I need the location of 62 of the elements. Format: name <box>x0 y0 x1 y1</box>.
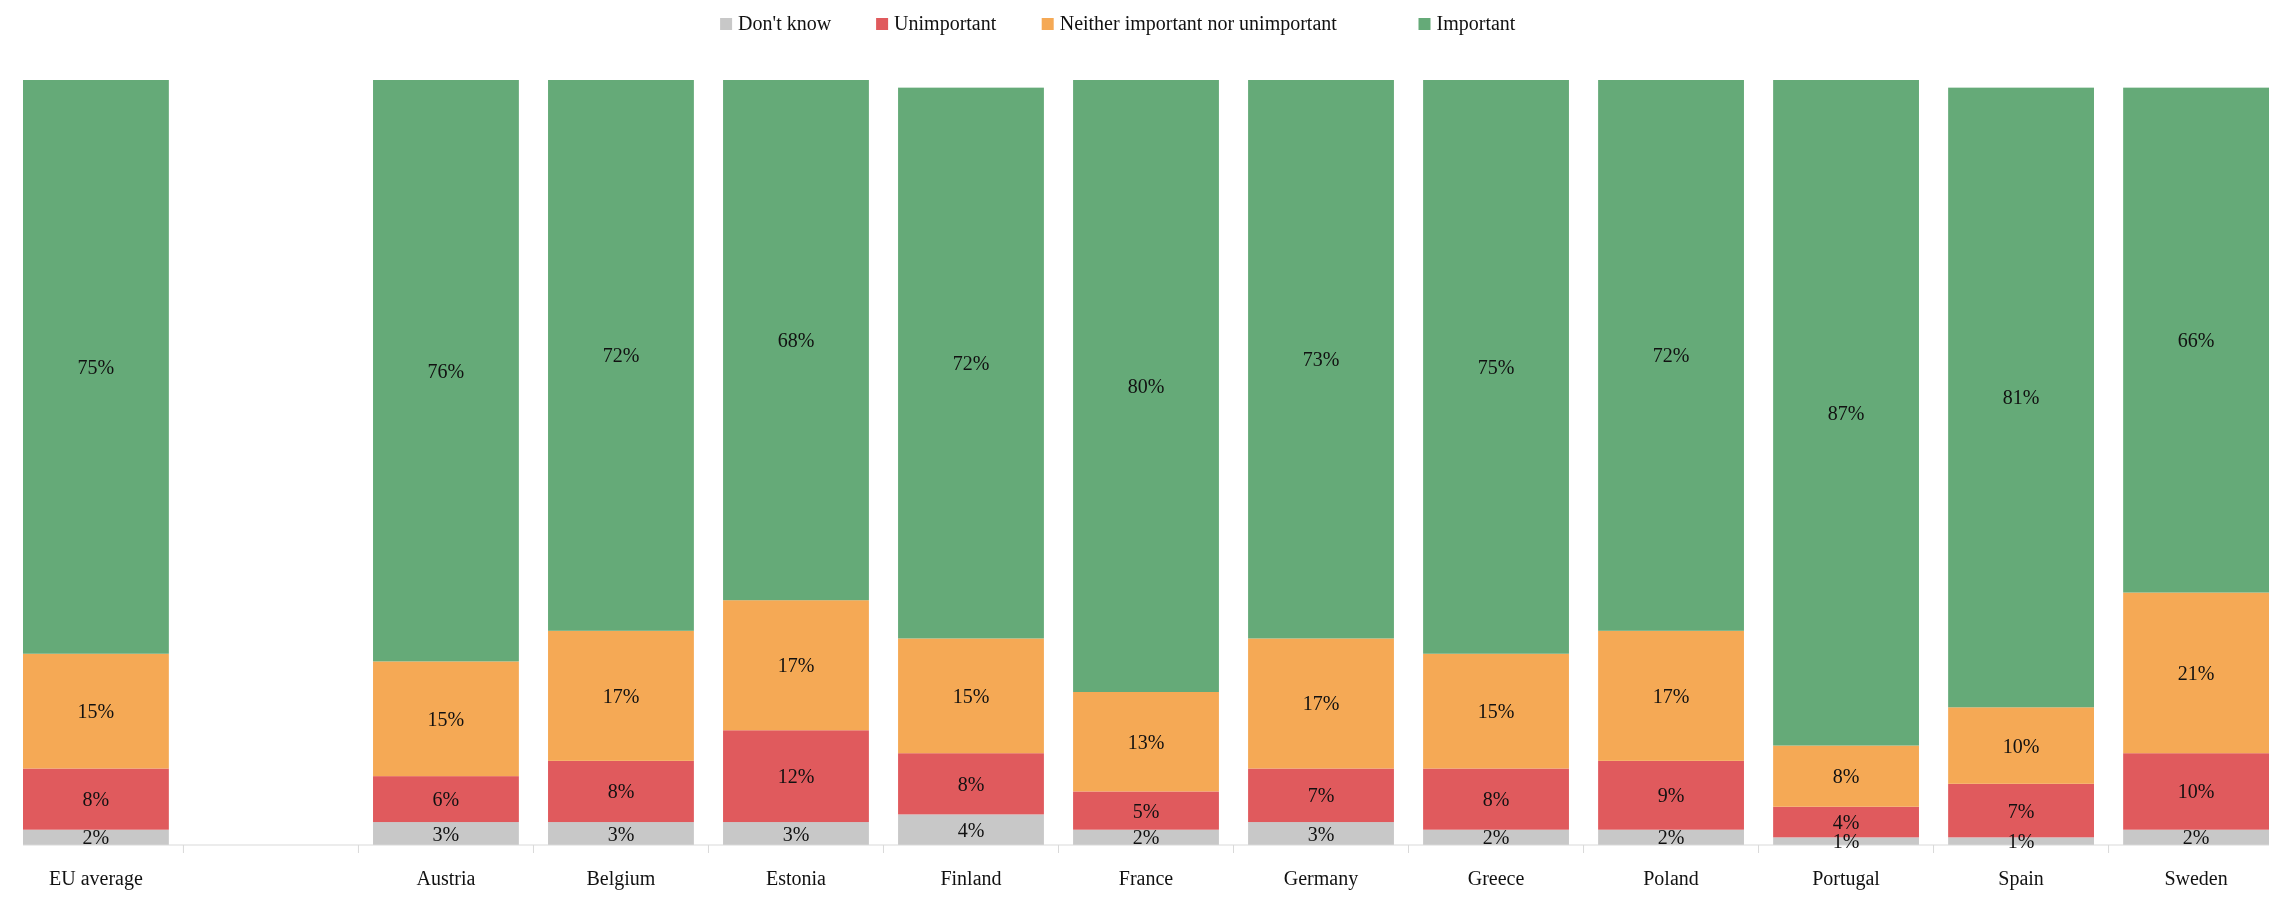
x-tick-label: France <box>1118 867 1174 889</box>
data-label: 12% <box>777 765 815 788</box>
data-label: 81% <box>2002 386 2040 409</box>
data-label: 13% <box>1127 730 1165 753</box>
data-label: 3% <box>782 822 810 845</box>
x-tick-label: EU average <box>49 867 143 890</box>
data-label: 17% <box>1652 684 1690 707</box>
data-label: 3% <box>1307 822 1335 845</box>
data-label: 8% <box>607 780 635 803</box>
data-label: 21% <box>2177 661 2215 684</box>
data-label: 76% <box>427 359 465 382</box>
data-label: 15% <box>77 700 115 723</box>
data-label: 7% <box>2007 799 2035 822</box>
x-tick-label: Sweden <box>2164 867 2228 889</box>
x-tick-label: Finland <box>940 867 1002 889</box>
legend-label: Unimportant <box>894 12 997 35</box>
data-label: 5% <box>1132 799 1160 822</box>
data-label: 75% <box>77 355 115 378</box>
data-label: 17% <box>777 654 815 677</box>
data-label: 15% <box>952 684 990 707</box>
data-label: 4% <box>957 818 985 841</box>
data-label: 8% <box>957 772 985 795</box>
data-label: 15% <box>427 707 465 730</box>
x-tick-label: Germany <box>1283 867 1359 890</box>
data-label: 15% <box>1477 700 1515 723</box>
data-label: 68% <box>777 329 815 352</box>
data-label: 2% <box>1482 826 1510 849</box>
data-label: 17% <box>602 684 640 707</box>
data-label: 1% <box>2007 830 2035 853</box>
data-label: 17% <box>1302 692 1340 715</box>
data-label: 3% <box>432 822 460 845</box>
data-label: 72% <box>952 352 990 375</box>
x-tick-label: Portugal <box>1812 867 1881 890</box>
x-tick-label: Austria <box>416 867 476 889</box>
legend-label: Important <box>1436 12 1516 35</box>
legend-label: Don't know <box>738 12 832 34</box>
data-label: 72% <box>1652 344 1690 367</box>
data-label: 8% <box>1482 788 1510 811</box>
data-label: 2% <box>1132 826 1160 849</box>
legend-label: Neither important nor unimportant <box>1059 12 1338 35</box>
data-label: 72% <box>602 344 640 367</box>
data-label: 8% <box>1832 765 1860 788</box>
x-tick-label: Estonia <box>765 867 827 889</box>
data-label: 10% <box>2177 780 2215 803</box>
x-tick-label: Spain <box>1998 867 2044 890</box>
data-label: 66% <box>2177 329 2215 352</box>
x-tick-label: Poland <box>1643 867 1699 889</box>
data-label: 80% <box>1127 375 1165 397</box>
data-label: 7% <box>1307 784 1335 807</box>
data-label: 87% <box>1827 401 1865 424</box>
data-label: 10% <box>2002 734 2040 757</box>
x-tick-label: Greece <box>1467 867 1525 889</box>
data-label: 2% <box>1657 826 1685 849</box>
data-label: 75% <box>1477 355 1515 378</box>
data-label: 2% <box>82 826 110 849</box>
x-tick-label: Belgium <box>586 867 656 890</box>
data-label: 8% <box>82 788 110 811</box>
data-label: 9% <box>1657 784 1685 807</box>
data-label: 73% <box>1302 348 1340 371</box>
data-label: 2% <box>2182 826 2210 849</box>
data-label: 6% <box>432 788 460 811</box>
data-label: 3% <box>607 822 635 845</box>
